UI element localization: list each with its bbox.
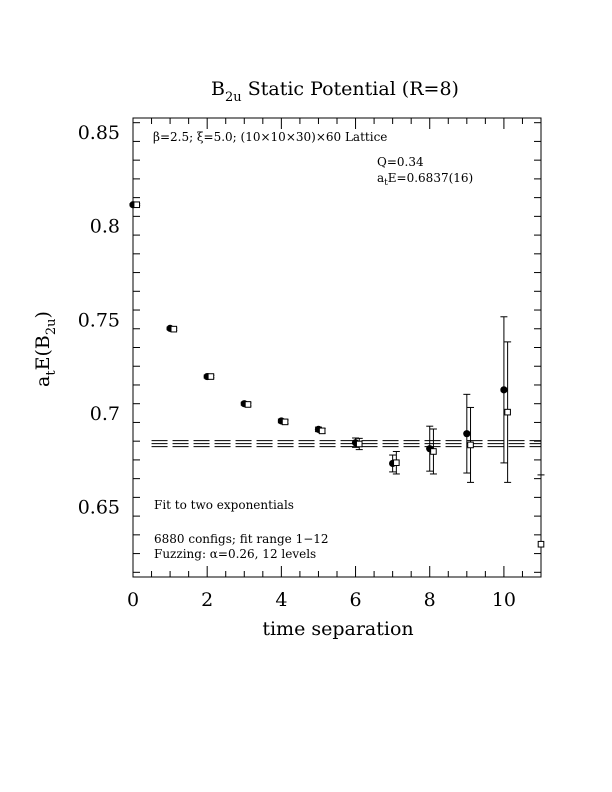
data-point-open <box>281 418 289 426</box>
ylabel-sub-2u: 2u <box>44 318 59 335</box>
title-rest: Static Potential (R=8) <box>242 78 459 100</box>
y-tick-label: 0.85 <box>78 122 120 144</box>
data-point-open <box>393 459 400 467</box>
ylabel-mid: E(B <box>32 335 54 370</box>
annotation-fit: Fit to two exponentials <box>154 498 294 512</box>
x-axis-label: time separation <box>262 618 413 640</box>
energy-sub-t: t <box>384 178 388 188</box>
y-tick-label: 0.7 <box>90 403 120 425</box>
annotation-energy: atE=0.6837(16) <box>377 171 473 188</box>
annotation-configs: 6880 configs; fit range 1−12 <box>154 532 329 546</box>
x-tick-label: 6 <box>349 589 361 611</box>
annotation-lattice: β=2.5; ξ=5.0; (10×10×30)×60 Lattice <box>153 130 387 144</box>
ylabel-end: ) <box>32 311 54 318</box>
data-point-filled <box>463 430 471 438</box>
data-point-open <box>244 401 252 408</box>
y-axis-label: atE(B2u) <box>32 311 59 387</box>
ylabel-a: a <box>32 376 54 387</box>
annotation-q: Q=0.34 <box>377 155 424 169</box>
title-b: B <box>211 78 225 100</box>
y-tick-label: 0.75 <box>78 309 120 331</box>
chart-title: B2u Static Potential (R=8) <box>211 78 459 105</box>
title-subscript: 2u <box>225 90 242 105</box>
data-point-open <box>537 540 545 548</box>
data-point-open <box>355 440 363 448</box>
data-point-filled <box>500 386 508 394</box>
x-tick-label: 4 <box>275 589 287 611</box>
data-point-open <box>467 441 474 449</box>
data-point-open <box>170 325 178 333</box>
x-tick-label: 8 <box>424 589 436 611</box>
data-point-open <box>430 448 437 455</box>
energy-value: E=0.6837(16) <box>388 171 473 185</box>
data-point-open <box>133 201 141 209</box>
y-tick-label: 0.65 <box>78 497 120 519</box>
annotation-fuzzing: Fuzzing: α=0.26, 12 levels <box>154 547 316 561</box>
data-point-open <box>504 408 511 416</box>
ylabel-sub-t: t <box>44 370 59 376</box>
x-tick-label: 2 <box>201 589 213 611</box>
data-point-open <box>318 427 326 435</box>
energy-a: a <box>377 171 384 185</box>
x-tick-label: 0 <box>127 589 139 611</box>
data-point-open <box>207 373 215 380</box>
y-tick-label: 0.8 <box>90 216 120 238</box>
x-tick-label: 10 <box>492 589 516 611</box>
